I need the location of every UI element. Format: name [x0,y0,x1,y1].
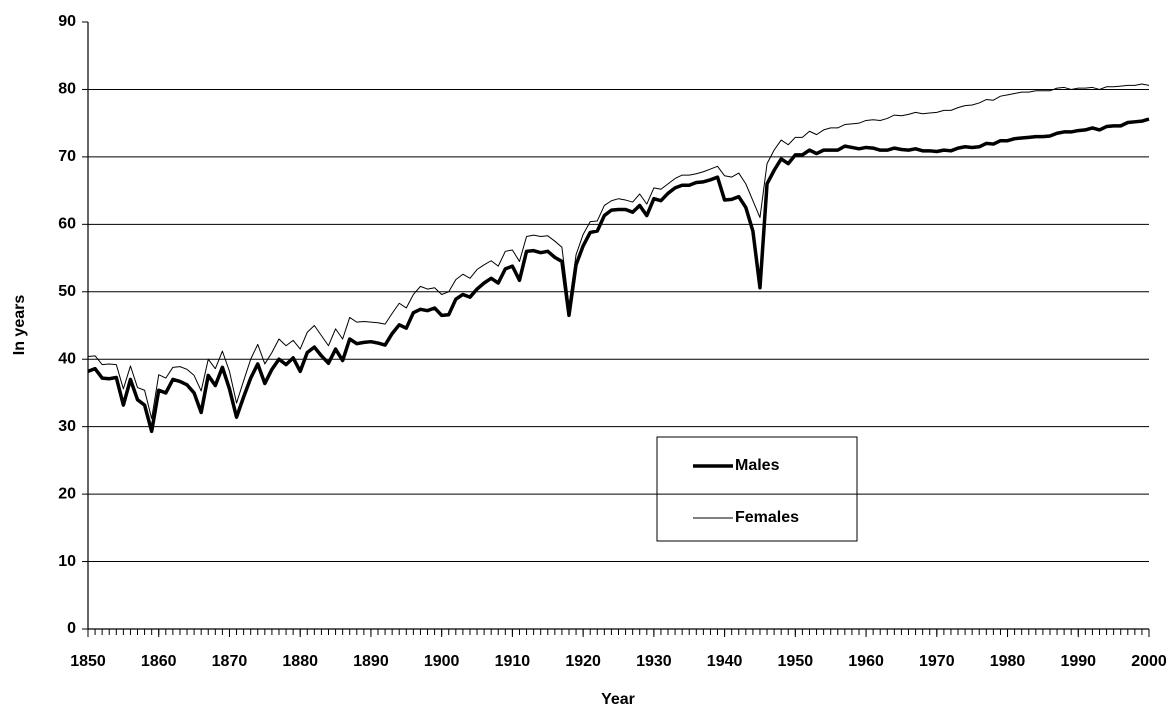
y-tick-label: 10 [58,553,76,570]
x-tick-label: 1930 [636,653,672,670]
y-axis-label: In years [11,295,28,356]
y-tick-label: 40 [58,350,76,367]
x-tick-label: 1940 [707,653,743,670]
x-tick-label: 1890 [353,653,389,670]
data-line [87,117,1150,434]
data-line [87,83,1150,420]
x-tick-label: 1920 [565,653,601,670]
legend-label: Males [735,457,780,474]
x-tick-label: 1990 [1060,653,1096,670]
legend-label: Females [735,509,799,526]
x-tick-label: 1970 [919,653,955,670]
y-tick-label: 0 [67,620,76,637]
x-tick-label: 1870 [212,653,248,670]
y-tick-label: 80 [58,81,76,98]
y-tick-label: 20 [58,485,76,502]
x-axis-label: Year [601,691,635,708]
y-tick-label: 90 [58,13,76,30]
x-tick-label: 1980 [990,653,1026,670]
x-tick-label: 1900 [424,653,460,670]
x-tick-label: 1960 [848,653,884,670]
y-tick-label: 30 [58,418,76,435]
x-tick-label: 1910 [495,653,531,670]
x-tick-label: 1860 [141,653,177,670]
x-tick-label: 1950 [778,653,814,670]
y-tick-label: 50 [58,283,76,300]
y-tick-label: 70 [58,148,76,165]
legend-box [656,436,858,542]
x-tick-label: 2000 [1131,653,1167,670]
x-tick-label: 1850 [70,653,106,670]
x-tick-label: 1880 [282,653,318,670]
y-tick-label: 60 [58,216,76,233]
